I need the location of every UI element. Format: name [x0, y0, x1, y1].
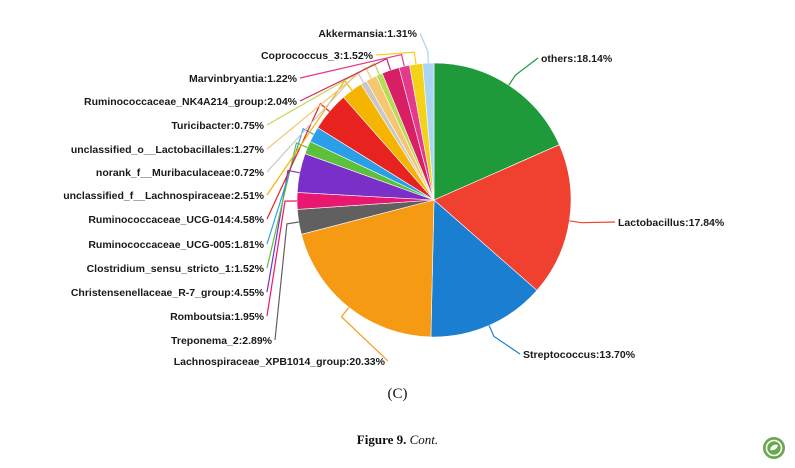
leader-line-coprococcus-3 [375, 51, 417, 65]
slice-labels: others:18.14% Lactobacillus:17.84% Strepto… [63, 28, 725, 368]
leader-line-norank-f-muribaculaceae [266, 71, 365, 173]
pie-slice-others [433, 62, 560, 201]
caption-figure-number: Figure 9. [356, 432, 407, 447]
slice-label-ruminococcaceae-ucg-014: Ruminococcaceae_UCG-014:4.58% [88, 214, 264, 226]
leader-line-lachnospiraceae-xpb1014-group [340, 307, 389, 362]
leader-line-others [508, 57, 539, 86]
slice-label-ruminococcaceae-nk4a214-group: Ruminococcaceae_NK4A214_group:2.04% [84, 96, 298, 108]
slice-label-turicibacter: Turicibacter:0.75% [171, 120, 264, 132]
panel-label: (C) [387, 386, 408, 402]
slice-label-ruminococcaceae-ucg-005: Ruminococcaceae_UCG-005:1.81% [88, 239, 264, 251]
leader-line-unclassified-o-lactobacillales [266, 66, 372, 150]
leader-line-akkermansia [419, 32, 429, 64]
pie-slices [296, 62, 572, 338]
leader-line-ruminococcaceae-nk4a214-group [299, 57, 392, 102]
leader-line-lactobacillus [569, 220, 616, 224]
slice-label-norank-f-muribaculaceae: norank_f__Muribaculaceae:0.72% [96, 167, 265, 179]
caption-text: Cont. [409, 432, 439, 447]
slice-label-christensenellaceae-r-7-group: Christensenellaceae_R-7_group:4.55% [71, 287, 265, 299]
pie-slice-lachnospiraceae-xpb1014-group [301, 199, 435, 338]
figure-caption: Figure 9. Cont. [0, 432, 795, 448]
leader-line-streptococcus [488, 325, 521, 355]
leader-line-turicibacter [266, 62, 380, 126]
slice-label-streptococcus: Streptococcus:13.70% [523, 349, 636, 361]
pie-slice-akkermansia [422, 62, 435, 201]
slice-label-akkermansia: Akkermansia:1.31% [318, 28, 417, 40]
leader-line-romboutsia [266, 200, 298, 317]
pie-chart: others:18.14% Lactobacillus:17.84% Strepto… [63, 28, 725, 368]
slice-label-unclassified-f-lachnospiraceae: unclassified_f__Lachnospiraceae:2.51% [63, 190, 264, 202]
leader-line-treponema-2 [274, 221, 299, 341]
leader-line-marvinbryantia [299, 53, 405, 79]
slice-label-treponema-2: Treponema_2:2.89% [171, 335, 273, 347]
publisher-logo-icon [763, 437, 785, 459]
slice-label-romboutsia: Romboutsia:1.95% [170, 311, 265, 323]
slice-label-marvinbryantia: Marvinbryantia:1.22% [189, 73, 298, 85]
slice-label-coprococcus-3: Coprococcus_3:1.52% [261, 50, 374, 62]
slice-label-lactobacillus: Lactobacillus:17.84% [618, 217, 725, 229]
leader-line-ruminococcaceae-ucg-014 [266, 102, 330, 220]
slice-label-clostridium-sensu-stricto-1: Clostridium_sensu_stricto_1:1.52% [87, 263, 265, 275]
leader-line-christensenellaceae-r-7-group [266, 169, 300, 293]
pie-slice-streptococcus [430, 199, 538, 338]
slice-label-unclassified-o-lactobacillales: unclassified_o__Lactobacillales:1.27% [71, 144, 265, 156]
leader-line-clostridium-sensu-stricto-1 [266, 142, 308, 269]
slice-label-lachnospiraceae-xpb1014-group: Lachnospiraceae_XPB1014_group:20.33% [174, 356, 386, 368]
leader-lines [266, 32, 616, 362]
slice-label-others: others:18.14% [541, 53, 613, 65]
